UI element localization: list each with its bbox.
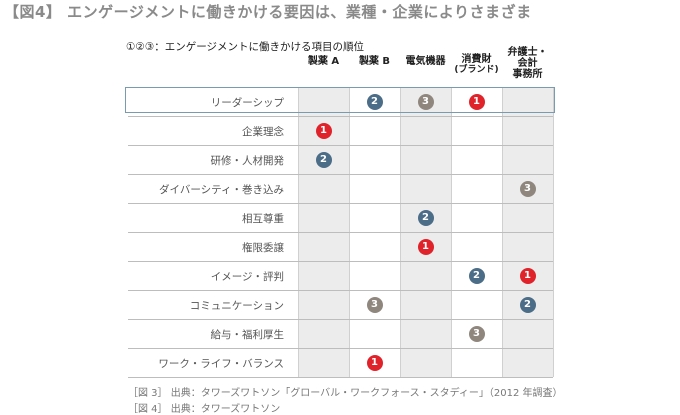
row-label: コミュニケーション bbox=[189, 300, 284, 312]
row-label: 権限委譲 bbox=[242, 242, 284, 254]
column-header-line: 消費財 bbox=[461, 54, 492, 65]
row-label: リーダーシップ bbox=[210, 97, 284, 109]
row-divider bbox=[128, 319, 553, 320]
row-label: ダイバーシティ・巻き込み bbox=[159, 184, 284, 196]
row-label: 相互尊重 bbox=[242, 213, 284, 225]
figure-subtitle: ①②③：エンゲージメントに働きかける項目の順位 bbox=[126, 41, 365, 53]
row-divider bbox=[128, 174, 553, 175]
rank-badge: 3 bbox=[468, 325, 485, 342]
highlight-frame bbox=[125, 87, 555, 113]
row-label: 給与・福利厚生 bbox=[210, 329, 285, 341]
rank-badge: 1 bbox=[519, 267, 536, 284]
rank-badge: 1 bbox=[366, 354, 383, 371]
row-divider bbox=[128, 232, 553, 233]
column-header-line: 電気機器 bbox=[405, 56, 446, 67]
column-header-line: 製薬 A bbox=[307, 56, 340, 67]
row-divider bbox=[128, 261, 553, 262]
column-header-line: (ブランド) bbox=[454, 65, 499, 75]
column-header: 電気機器 bbox=[400, 56, 451, 67]
row-divider bbox=[128, 203, 553, 204]
row-label: 研修・人材開発 bbox=[210, 155, 285, 167]
row-label: ワーク・ライフ・バランス bbox=[158, 358, 284, 370]
rank-badge: 2 bbox=[315, 151, 332, 168]
column-header-line: 弁護士・ bbox=[507, 47, 548, 58]
source-note-fig4: ［図 4］ 出典：タワーズワトソン bbox=[128, 404, 281, 415]
rank-badge: 2 bbox=[417, 209, 434, 226]
rank-badge: 3 bbox=[417, 93, 434, 110]
figure-title: 【図4】 エンゲージメントに働きかける要因は、業種・企業によりさまざま bbox=[4, 3, 532, 21]
row-label: イメージ・評判 bbox=[210, 271, 284, 283]
rank-badge: 2 bbox=[366, 93, 383, 110]
column-header: 消費財 (ブランド) bbox=[451, 54, 502, 76]
row-divider bbox=[128, 145, 553, 146]
column-divider bbox=[553, 87, 554, 377]
column-header-line: 事務所 bbox=[512, 69, 543, 80]
row-label: 企業理念 bbox=[242, 126, 284, 138]
column-header-line: 製薬 B bbox=[358, 56, 391, 67]
source-note-fig3: ［図 3］ 出典：タワーズワトソン「グローバル・ワークフォース・スタディー」（2… bbox=[128, 388, 563, 399]
row-divider bbox=[128, 116, 553, 117]
rank-badge: 1 bbox=[315, 122, 332, 139]
column-header: 製薬 A bbox=[298, 56, 349, 67]
column-header: 製薬 B bbox=[349, 56, 400, 67]
column-header: 弁護士・ 会計 事務所 bbox=[502, 47, 553, 80]
rank-badge: 1 bbox=[417, 238, 434, 255]
row-divider bbox=[128, 348, 553, 349]
row-divider bbox=[128, 377, 553, 378]
rank-badge: 2 bbox=[468, 267, 485, 284]
rank-badge: 3 bbox=[519, 180, 536, 197]
rank-badge: 2 bbox=[519, 296, 536, 313]
column-header-line: 会計 bbox=[517, 58, 538, 69]
rank-badge: 3 bbox=[366, 296, 383, 313]
row-divider bbox=[128, 290, 553, 291]
rank-badge: 1 bbox=[468, 93, 485, 110]
